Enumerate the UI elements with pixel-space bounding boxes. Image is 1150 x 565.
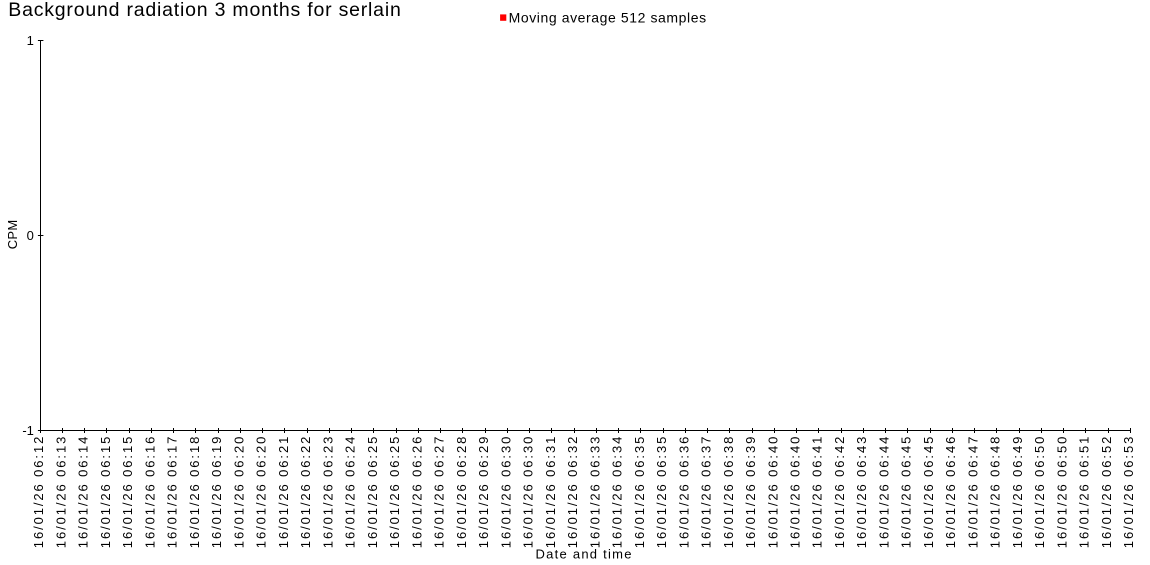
svg-text:16/01/26 06:19: 16/01/26 06:19: [209, 437, 224, 549]
svg-text:16/01/26 06:20: 16/01/26 06:20: [254, 437, 269, 549]
svg-text:16/01/26 06:38: 16/01/26 06:38: [721, 437, 736, 549]
svg-text:16/01/26 06:35: 16/01/26 06:35: [632, 437, 647, 549]
svg-text:16/01/26 06:36: 16/01/26 06:36: [676, 437, 691, 549]
svg-text:16/01/26 06:31: 16/01/26 06:31: [543, 437, 558, 549]
svg-text:16/01/26 06:48: 16/01/26 06:48: [988, 437, 1003, 549]
svg-text:16/01/26 06:13: 16/01/26 06:13: [53, 437, 68, 549]
svg-text:16/01/26 06:52: 16/01/26 06:52: [1099, 437, 1114, 549]
svg-text:16/01/26 06:37: 16/01/26 06:37: [699, 437, 714, 549]
svg-text:CPM: CPM: [5, 220, 20, 250]
svg-text:16/01/26 06:46: 16/01/26 06:46: [943, 437, 958, 549]
svg-text:16/01/26 06:34: 16/01/26 06:34: [610, 437, 625, 549]
svg-text:16/01/26 06:40: 16/01/26 06:40: [788, 437, 803, 549]
svg-text:16/01/26 06:50: 16/01/26 06:50: [1032, 437, 1047, 549]
svg-text:16/01/26 06:20: 16/01/26 06:20: [231, 437, 246, 549]
svg-text:16/01/26 06:45: 16/01/26 06:45: [921, 437, 936, 549]
svg-text:0: 0: [27, 228, 34, 243]
svg-text:16/01/26 06:30: 16/01/26 06:30: [521, 437, 536, 549]
svg-text:16/01/26 06:45: 16/01/26 06:45: [899, 437, 914, 549]
svg-text:16/01/26 06:23: 16/01/26 06:23: [320, 437, 335, 549]
svg-text:Moving average 512 samples: Moving average 512 samples: [509, 10, 706, 26]
svg-text:1: 1: [27, 33, 34, 48]
svg-text:16/01/26 06:50: 16/01/26 06:50: [1054, 437, 1069, 549]
svg-text:16/01/26 06:25: 16/01/26 06:25: [387, 437, 402, 549]
svg-text:16/01/26 06:32: 16/01/26 06:32: [565, 437, 580, 549]
svg-text:16/01/26 06:35: 16/01/26 06:35: [654, 437, 669, 549]
svg-text:16/01/26 06:42: 16/01/26 06:42: [832, 437, 847, 549]
svg-text:Background radiation 3 months: Background radiation 3 months for serlai…: [8, 0, 401, 21]
svg-text:16/01/26 06:51: 16/01/26 06:51: [1077, 437, 1092, 549]
svg-text:16/01/26 06:33: 16/01/26 06:33: [587, 437, 602, 549]
svg-text:16/01/26 06:40: 16/01/26 06:40: [765, 437, 780, 549]
svg-text:16/01/26 06:25: 16/01/26 06:25: [365, 437, 380, 549]
svg-text:16/01/26 06:44: 16/01/26 06:44: [876, 437, 891, 549]
svg-text:16/01/26 06:43: 16/01/26 06:43: [854, 437, 869, 549]
svg-text:16/01/26 06:15: 16/01/26 06:15: [120, 437, 135, 549]
svg-text:16/01/26 06:18: 16/01/26 06:18: [187, 437, 202, 549]
svg-text:16/01/26 06:30: 16/01/26 06:30: [498, 437, 513, 549]
svg-text:16/01/26 06:24: 16/01/26 06:24: [343, 437, 358, 549]
svg-text:16/01/26 06:26: 16/01/26 06:26: [409, 437, 424, 549]
svg-text:16/01/26 06:41: 16/01/26 06:41: [810, 437, 825, 549]
svg-text:16/01/26 06:53: 16/01/26 06:53: [1121, 437, 1136, 549]
svg-text:-1: -1: [22, 423, 34, 438]
svg-text:16/01/26 06:29: 16/01/26 06:29: [476, 437, 491, 549]
svg-text:16/01/26 06:14: 16/01/26 06:14: [76, 437, 91, 549]
svg-text:16/01/26 06:21: 16/01/26 06:21: [276, 437, 291, 549]
svg-text:16/01/26 06:28: 16/01/26 06:28: [454, 437, 469, 549]
svg-text:16/01/26 06:12: 16/01/26 06:12: [31, 437, 46, 549]
svg-text:16/01/26 06:16: 16/01/26 06:16: [142, 437, 157, 549]
svg-text:16/01/26 06:47: 16/01/26 06:47: [965, 437, 980, 549]
svg-text:Date and time: Date and time: [536, 546, 632, 560]
svg-text:16/01/26 06:49: 16/01/26 06:49: [1010, 437, 1025, 549]
svg-text:16/01/26 06:39: 16/01/26 06:39: [743, 437, 758, 549]
svg-text:16/01/26 06:27: 16/01/26 06:27: [432, 437, 447, 549]
svg-text:16/01/26 06:15: 16/01/26 06:15: [98, 437, 113, 549]
svg-text:16/01/26 06:22: 16/01/26 06:22: [298, 437, 313, 549]
svg-text:16/01/26 06:17: 16/01/26 06:17: [165, 437, 180, 549]
